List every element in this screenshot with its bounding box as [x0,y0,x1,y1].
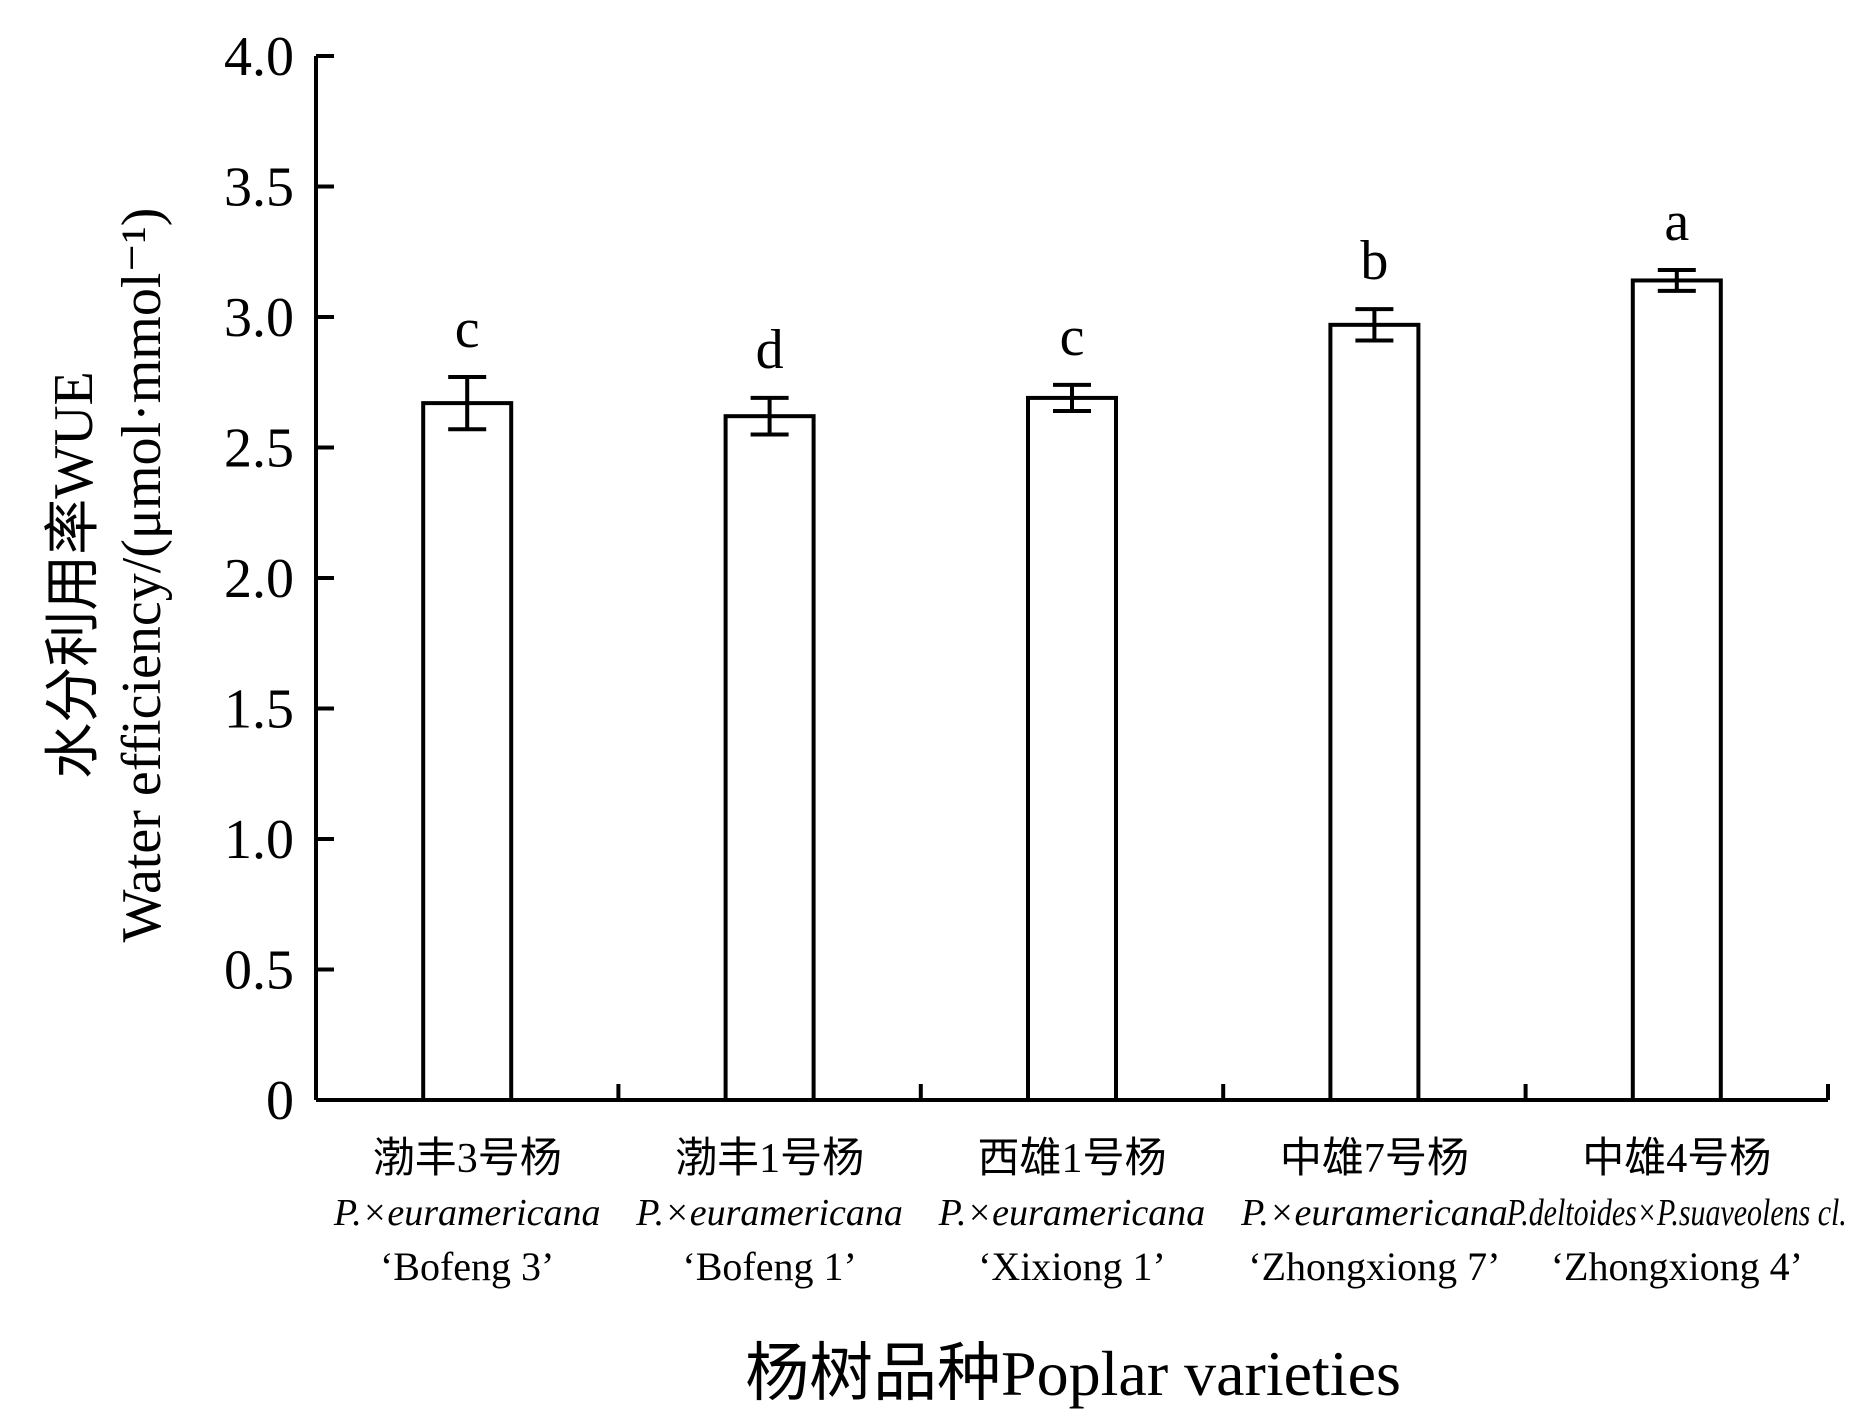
category-label-species: P.×euramericana [333,1192,601,1234]
category-label-cn: 渤丰3号杨 [373,1136,562,1182]
category-label-cultivar: ‘Bofeng 1’ [682,1244,856,1289]
y-axis-title: 水分利用率WUE Water efficiency/(μmol·mmol⁻¹) [43,208,173,943]
category-label-species: P.×euramericana [938,1192,1206,1234]
y-tick-label: 0 [266,1070,294,1132]
bar [421,401,514,1102]
category-label-cn: 中雄7号杨 [1280,1136,1469,1182]
significance-letter: a [1664,191,1689,253]
category-label-cn: 渤丰1号杨 [675,1136,864,1182]
significance-letter: d [756,319,784,381]
y-tick-label: 0.5 [224,940,294,1002]
labels: 0 0.5 1.0 1.5 2.0 2.5 3.0 3.5 4.0 c 渤丰3号杨 P.×eurame… [224,26,1847,1289]
y-tick-label: 1.0 [224,809,294,871]
y-tick-label: 4.0 [224,26,294,88]
y-tick-label: 2.0 [224,548,294,610]
category-label-cultivar: ‘Zhongxiong 4’ [1551,1244,1803,1289]
category-label-species: P.×euramericana [1240,1192,1508,1234]
y-axis-title-cn: 水分利用率WUE [43,371,105,779]
bar [1026,395,1118,1103]
bar [723,414,816,1102]
bar [1328,322,1421,1102]
significance-letter: c [455,298,480,360]
category-label-species: P.×euramericana [635,1192,903,1234]
axes [314,54,1830,1102]
category-label-cn: 西雄1号杨 [977,1136,1166,1182]
bar [1630,278,1723,1102]
category-label-cultivar: ‘Bofeng 3’ [380,1244,554,1289]
significance-letter: b [1360,230,1388,292]
bars [421,268,1723,1103]
category-label-species: P.deltoides×P.suaveolens cl. [1506,1192,1847,1234]
category-label-cn: 中雄4号杨 [1582,1136,1771,1182]
significance-letter: c [1060,306,1085,368]
y-tick-label: 3.0 [224,287,294,349]
y-tick-label: 3.5 [224,157,294,219]
y-tick-label: 2.5 [224,418,294,480]
x-axis-title: 杨树品种Poplar varieties [745,1338,1401,1409]
category-label-cultivar: ‘Zhongxiong 7’ [1248,1244,1500,1289]
y-tick-label: 1.5 [224,679,294,741]
y-axis-title-en: Water efficiency/(μmol·mmol⁻¹) [111,208,173,943]
category-label-cultivar: ‘Xixiong 1’ [978,1244,1166,1289]
